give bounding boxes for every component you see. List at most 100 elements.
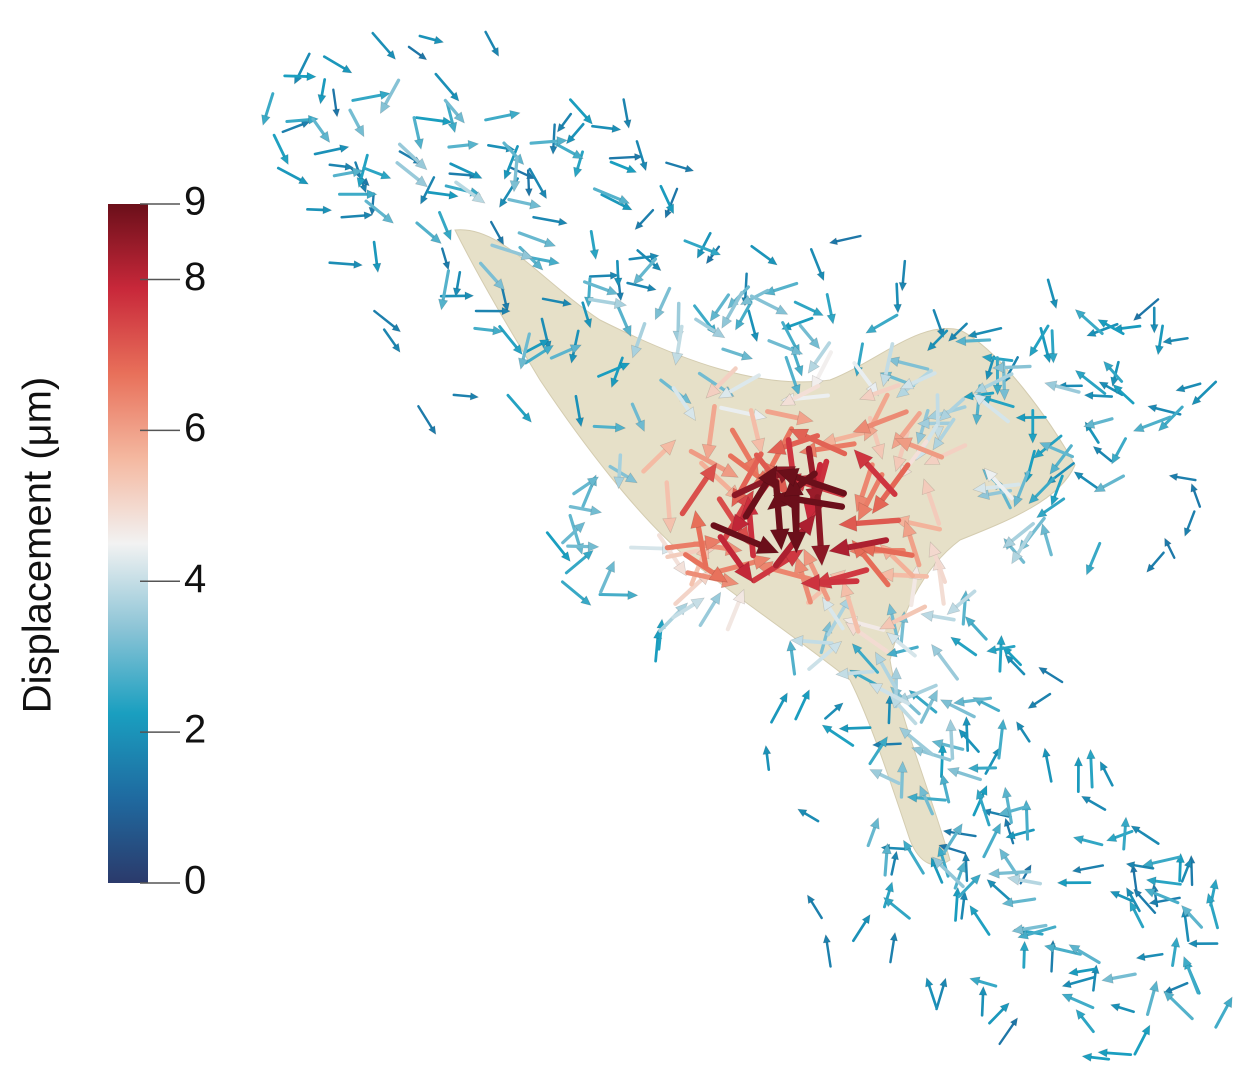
arrow-head [1148, 404, 1157, 411]
arrow-head [1084, 392, 1093, 400]
arrow-shaft [772, 284, 797, 292]
arrow-shaft [1069, 997, 1093, 1007]
arrow-shaft [930, 616, 954, 620]
arrow-head [614, 278, 622, 287]
arrow-shaft [1135, 1031, 1147, 1054]
arrow-head [943, 829, 951, 836]
arrow-head [890, 933, 897, 941]
arrow-head [1171, 937, 1180, 947]
arrow-head [997, 635, 1006, 644]
arrow-shaft [723, 349, 745, 356]
arrow-head [468, 140, 479, 149]
arrow-shaft [752, 246, 772, 261]
arrow-shaft [678, 304, 679, 334]
arrow-shaft [999, 727, 1003, 758]
arrow-shaft [1194, 489, 1200, 506]
arrow-head [1082, 796, 1091, 803]
arrow-shaft [330, 165, 347, 167]
arrow-head [1028, 701, 1037, 709]
arrow-shaft [800, 326, 814, 343]
arrow-head [987, 646, 997, 654]
arrow-shaft [667, 483, 670, 522]
arrow-shaft [828, 729, 853, 745]
arrow-shaft [1110, 974, 1135, 979]
arrow-head [802, 690, 810, 700]
arrow-shaft [868, 825, 875, 845]
arrow-shaft [428, 192, 451, 195]
arrow-head [963, 717, 971, 726]
tick-label: 0 [184, 859, 206, 903]
arrow-head [1082, 1053, 1092, 1061]
arrow-shaft [570, 507, 593, 511]
arrow-head [968, 764, 978, 773]
tick-label: 2 [184, 708, 206, 752]
arrow-shaft [666, 163, 687, 169]
arrow-head [1163, 337, 1172, 345]
arrow-shaft [1187, 963, 1198, 992]
arrow-shaft [974, 328, 1001, 334]
arrow-shaft [1115, 439, 1125, 458]
arrow-shaft [1154, 881, 1181, 884]
arrow-shaft [315, 148, 342, 154]
arrow-shaft [957, 641, 976, 655]
arrow-head [1072, 866, 1081, 873]
arrow-shaft [776, 482, 780, 534]
arrow-head [921, 611, 934, 622]
vector-field [262, 32, 1233, 1061]
arrow-shaft [384, 330, 396, 347]
arrow-shaft [1124, 824, 1126, 849]
arrow-shaft [418, 406, 432, 429]
arrow-head [962, 853, 969, 861]
arrow-head [957, 862, 966, 873]
arrow-shaft [989, 1008, 1004, 1023]
arrow-shaft [811, 249, 821, 274]
arrow-shaft [800, 641, 832, 643]
arrow-head [1121, 817, 1130, 827]
arrow-shaft [1080, 839, 1101, 845]
arrow-head [1145, 889, 1156, 897]
arrow-shaft [1079, 476, 1097, 489]
arrow-head [839, 724, 848, 732]
arrow-head [954, 697, 965, 706]
arrow-shaft [618, 306, 628, 330]
arrow-shaft [1151, 553, 1164, 568]
arrow-shaft [963, 340, 989, 341]
arrow-shaft [1076, 949, 1099, 963]
arrow-head [590, 249, 599, 259]
arrow-shaft [955, 771, 980, 779]
arrow-shaft [364, 168, 384, 176]
tick-label: 4 [184, 557, 206, 601]
arrow-head [640, 162, 647, 171]
arrow-head [1098, 1049, 1107, 1057]
arrow-shaft [1148, 988, 1155, 1014]
arrow-shaft [1101, 476, 1123, 488]
arrow-head [998, 719, 1007, 729]
arrow-head [530, 200, 541, 210]
arrow-head [1062, 994, 1073, 1002]
arrow-shaft [509, 200, 533, 205]
arrow-shaft [1150, 857, 1179, 864]
arrow-head [323, 206, 332, 214]
arrow-head [1155, 345, 1163, 354]
arrow-shaft [509, 167, 529, 176]
arrow-head [685, 165, 694, 172]
arrow-head [751, 332, 759, 341]
arrow-head [340, 145, 349, 153]
arrow-head [510, 110, 520, 119]
arrow-shaft [796, 696, 807, 719]
tick-label: 8 [184, 255, 206, 299]
arrow-shaft [827, 295, 832, 317]
arrow-head [1169, 473, 1177, 480]
arrow-shaft [970, 622, 986, 639]
arrow-shaft [1210, 900, 1217, 927]
arrow-shaft [486, 32, 496, 51]
arrow-shaft [416, 118, 445, 122]
arrow-head [1007, 874, 1020, 885]
arrow-shaft [1089, 543, 1099, 568]
arrow-shaft [1052, 331, 1053, 356]
arrow-shaft [1093, 971, 1095, 990]
arrow-shaft [1143, 954, 1163, 957]
arrow-shaft [374, 242, 377, 266]
arrow-shaft [414, 118, 419, 142]
arrow-shaft [835, 236, 860, 242]
